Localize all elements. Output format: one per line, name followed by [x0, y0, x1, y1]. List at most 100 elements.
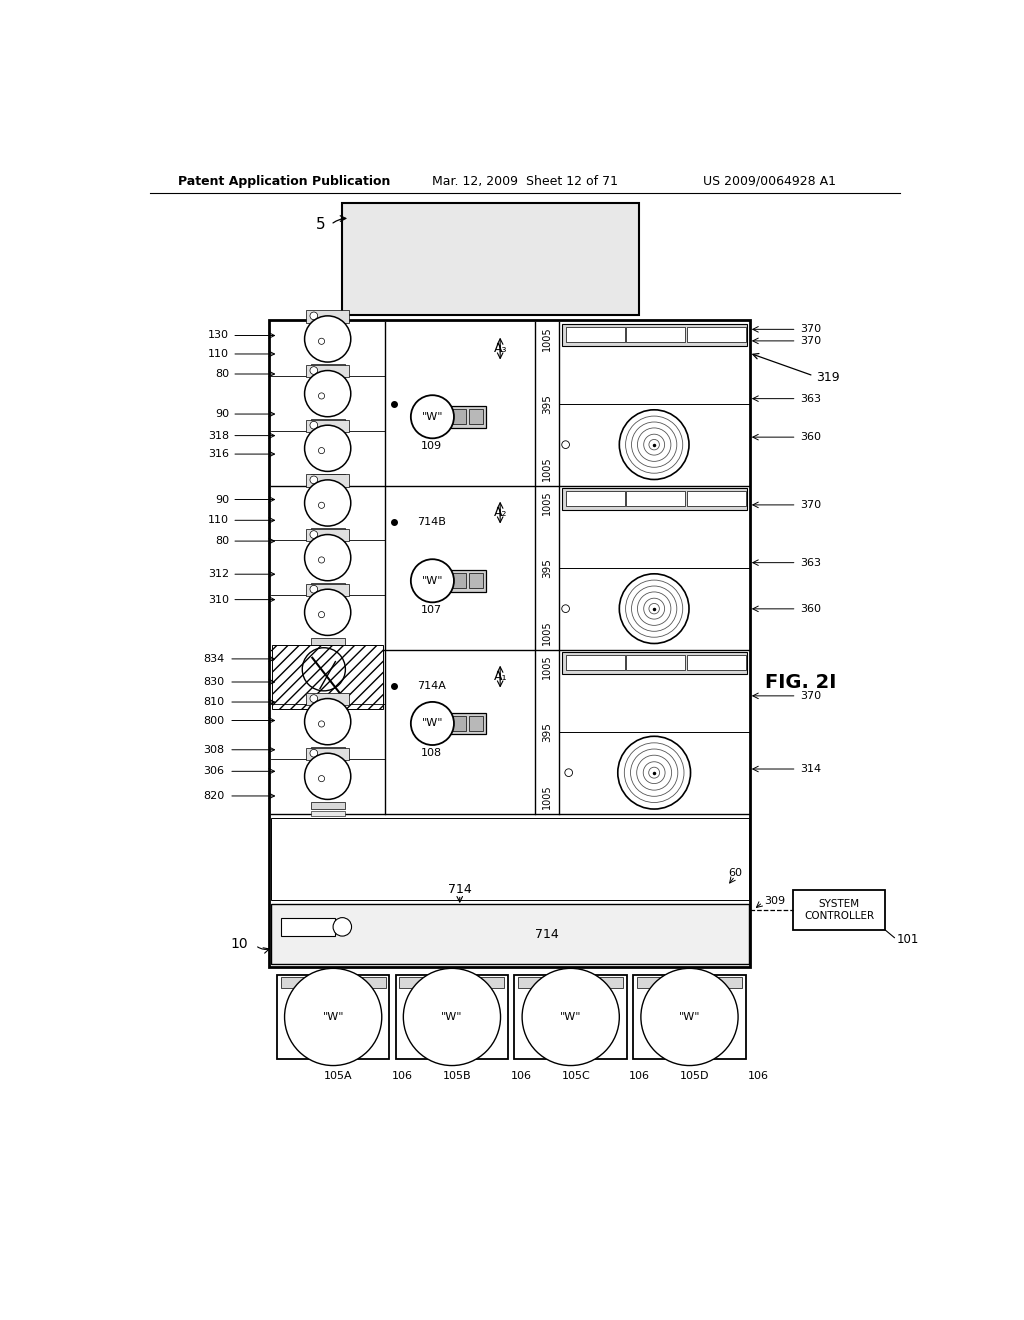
Text: 105D: 105D	[680, 1072, 710, 1081]
Text: 1005: 1005	[542, 326, 552, 351]
Bar	[310, 474, 345, 482]
Text: 306: 306	[204, 767, 224, 776]
Circle shape	[411, 560, 454, 602]
Bar	[627, 655, 685, 671]
Bar	[399, 977, 505, 987]
Text: 370: 370	[801, 500, 821, 510]
Circle shape	[620, 409, 689, 479]
Text: FIG. 2I: FIG. 2I	[765, 672, 837, 692]
Bar	[342, 203, 639, 314]
Circle shape	[310, 531, 317, 539]
Circle shape	[411, 702, 454, 744]
Circle shape	[411, 395, 454, 438]
Bar	[310, 374, 345, 379]
Bar	[310, 483, 345, 487]
Bar	[310, 810, 345, 816]
Text: 106: 106	[392, 1072, 413, 1081]
Text: 395: 395	[542, 722, 552, 742]
Bar	[281, 917, 335, 936]
Text: 90: 90	[215, 495, 229, 504]
Bar	[518, 977, 624, 987]
Text: 105A: 105A	[324, 1072, 352, 1081]
Text: 106: 106	[749, 1072, 769, 1081]
Bar	[453, 715, 466, 731]
Bar	[637, 977, 742, 987]
Text: "W": "W"	[441, 1012, 463, 1022]
Text: "W": "W"	[422, 412, 443, 422]
Bar	[469, 715, 483, 731]
Bar	[310, 428, 345, 433]
Text: 105B: 105B	[442, 1072, 471, 1081]
Text: 80: 80	[215, 370, 229, 379]
Bar	[310, 593, 345, 597]
Circle shape	[304, 589, 351, 635]
Bar	[306, 583, 349, 597]
Text: 1005: 1005	[542, 457, 552, 480]
Bar	[395, 974, 508, 1059]
Bar	[310, 756, 345, 760]
Text: 110: 110	[208, 515, 229, 525]
Circle shape	[641, 969, 738, 1065]
Text: "W": "W"	[323, 1012, 344, 1022]
Text: 714: 714	[536, 928, 559, 941]
Text: 1005: 1005	[542, 784, 552, 809]
Text: 90: 90	[215, 409, 229, 418]
Text: 360: 360	[801, 603, 821, 614]
Circle shape	[304, 425, 351, 471]
Circle shape	[318, 776, 325, 781]
Bar	[310, 801, 345, 809]
Circle shape	[565, 768, 572, 776]
Bar	[469, 409, 483, 425]
Text: 800: 800	[204, 715, 224, 726]
Text: 370: 370	[801, 325, 821, 334]
Text: 360: 360	[801, 432, 821, 442]
Bar	[310, 364, 345, 372]
Circle shape	[333, 917, 351, 936]
Bar	[453, 409, 466, 425]
Circle shape	[310, 694, 317, 702]
Text: US 2009/0064928 A1: US 2009/0064928 A1	[703, 176, 837, 187]
Text: 810: 810	[204, 697, 224, 708]
Circle shape	[617, 737, 690, 809]
Text: 107: 107	[421, 605, 442, 615]
Text: "W": "W"	[679, 1012, 700, 1022]
Text: 106: 106	[511, 1072, 531, 1081]
Bar	[276, 974, 389, 1059]
Bar	[306, 310, 349, 323]
Bar	[450, 570, 486, 591]
Bar	[453, 573, 466, 589]
Bar	[310, 647, 345, 652]
Circle shape	[620, 574, 689, 644]
Circle shape	[310, 367, 317, 375]
Text: 101: 101	[897, 933, 920, 945]
Text: A₃: A₃	[494, 342, 507, 355]
Text: 363: 363	[801, 557, 821, 568]
Bar	[627, 491, 685, 507]
Bar	[310, 418, 345, 426]
Bar	[562, 488, 746, 510]
Bar	[562, 652, 746, 673]
Text: 1005: 1005	[542, 655, 552, 678]
Bar	[306, 366, 349, 378]
Bar	[565, 655, 625, 671]
Text: 370: 370	[801, 335, 821, 346]
Bar	[450, 407, 486, 428]
Text: 370: 370	[801, 690, 821, 701]
Text: 1005: 1005	[542, 620, 552, 645]
Bar	[269, 321, 751, 968]
Circle shape	[318, 721, 325, 727]
Bar	[514, 974, 627, 1059]
Text: 820: 820	[203, 791, 224, 801]
Bar	[306, 693, 349, 705]
Text: 363: 363	[801, 393, 821, 404]
Circle shape	[310, 312, 317, 319]
Text: 316: 316	[208, 449, 229, 459]
Bar	[565, 327, 625, 342]
Bar	[306, 474, 349, 487]
Bar	[310, 528, 345, 536]
Bar	[306, 748, 349, 760]
Text: 130: 130	[208, 330, 229, 341]
Text: 319: 319	[816, 371, 840, 384]
Circle shape	[310, 477, 317, 483]
Text: "W": "W"	[422, 576, 443, 586]
